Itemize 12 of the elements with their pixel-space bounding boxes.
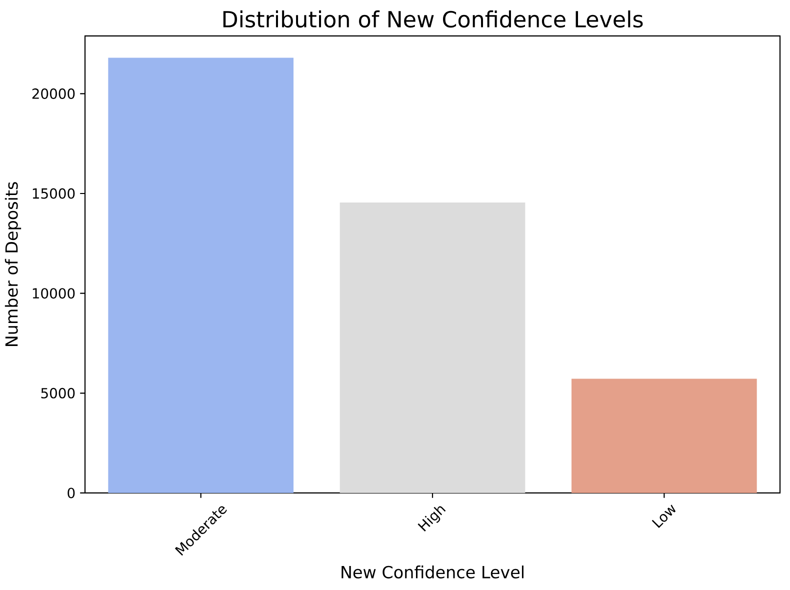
x-axis-title: New Confidence Level (342, 566, 524, 578)
x-tick-label: Low (652, 504, 676, 528)
y-tick-label: 0 (68, 488, 75, 498)
y-axis-title: Number of Deposits (4, 182, 22, 346)
bar (572, 378, 757, 493)
y-tick-label: 20000 (32, 88, 75, 99)
bar (108, 58, 294, 493)
bar (340, 202, 526, 493)
chart-title: Distribution of New Confidence Levels (223, 10, 643, 28)
y-tick-label: 15000 (32, 188, 75, 199)
y-tick-label: 10000 (32, 288, 75, 299)
y-tick-label: 5000 (41, 388, 75, 398)
